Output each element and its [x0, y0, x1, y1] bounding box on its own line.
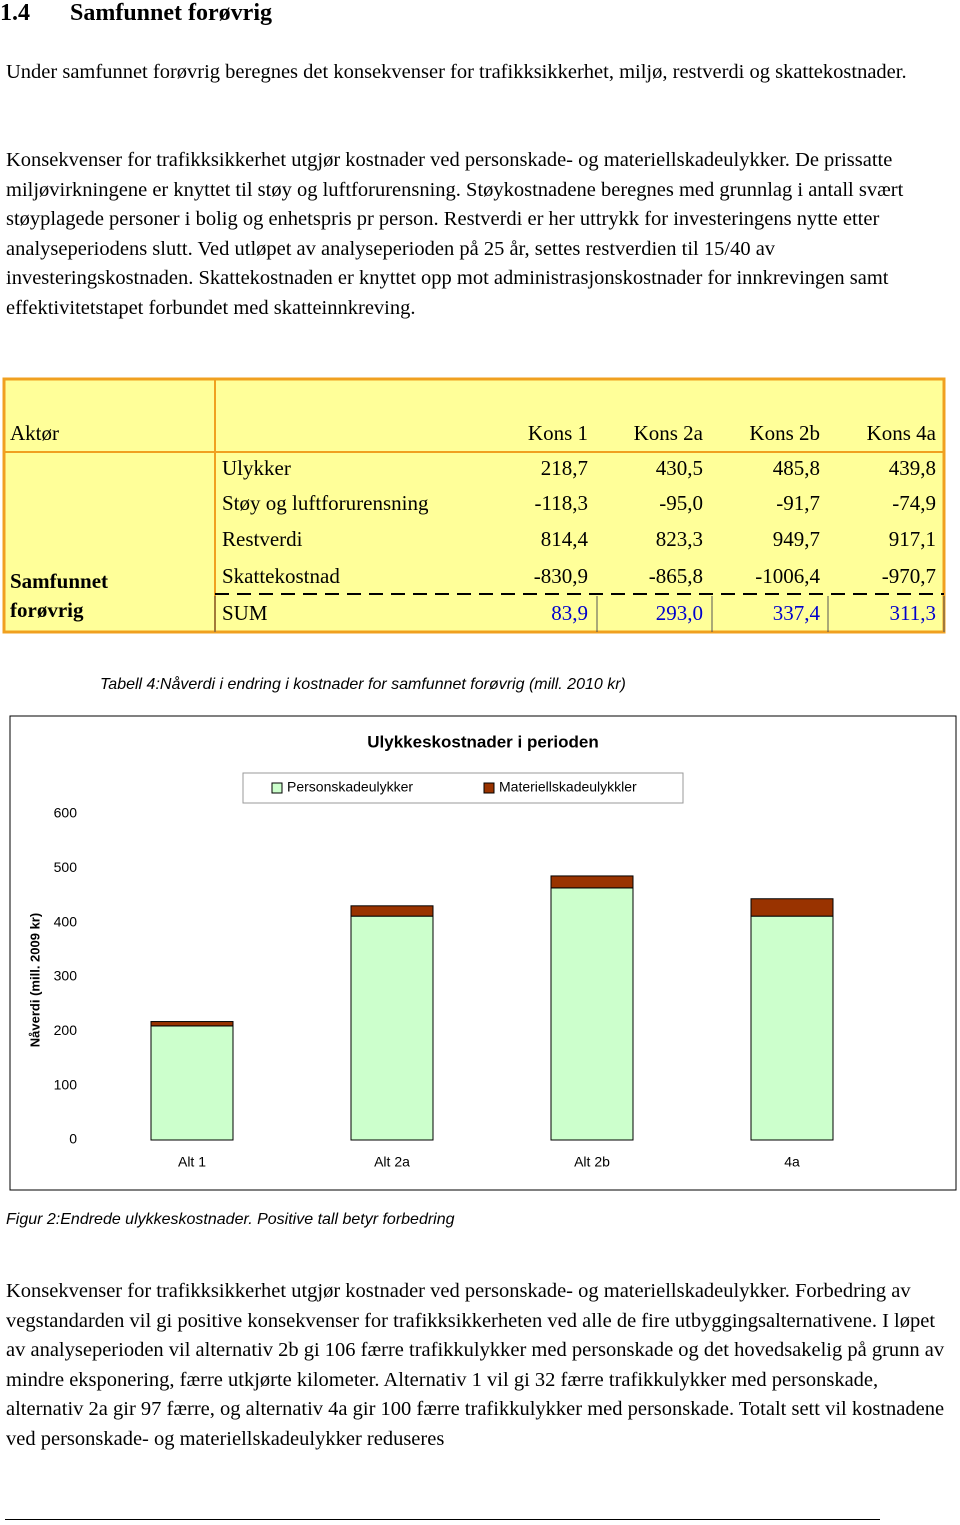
table-cell: 293,0: [656, 601, 703, 625]
table-cell: -830,9: [534, 564, 588, 588]
table-cell: Støy og luftforurensning: [222, 491, 429, 515]
paragraph: Konsekvenser for trafikksikkerhet utgjør…: [6, 149, 904, 319]
y-tick-label: 300: [54, 968, 78, 984]
table-cell: -91,7: [776, 491, 820, 515]
table-cell: 218,7: [541, 456, 588, 480]
y-tick-label: 0: [69, 1131, 77, 1147]
y-tick-label: 500: [54, 859, 78, 875]
heading-number: 1.4: [0, 0, 30, 26]
legend-swatch: [483, 782, 495, 794]
bar-segment: [150, 1021, 234, 1027]
row-group-label: Samfunnet: [10, 569, 108, 593]
bar-segment: [350, 905, 434, 917]
table-header: Kons 2a: [634, 421, 704, 445]
table-cell: -118,3: [535, 491, 588, 515]
table-cell: 485,8: [773, 456, 820, 480]
legend-label: Materiellskadeulykkler: [499, 779, 637, 795]
table-cell: 823,3: [656, 527, 703, 551]
table-cell: -970,7: [882, 564, 936, 588]
table-cell: 917,1: [889, 527, 936, 551]
bar-segment: [150, 1025, 234, 1141]
table-cell: Skattekostnad: [222, 564, 340, 588]
paragraph: Under samfunnet forøvrig beregnes det ko…: [6, 61, 907, 83]
table-frame: [2, 377, 946, 634]
table-caption: Tabell 4:Nåverdi i endring i kostnader f…: [100, 676, 626, 693]
table-cell: -74,9: [892, 491, 936, 515]
x-tick-label: 4a: [784, 1154, 800, 1170]
heading-title: Samfunnet forøvrig: [70, 0, 272, 26]
table-header: Aktør: [10, 421, 59, 445]
x-tick-label: Alt 2b: [574, 1154, 610, 1170]
table-cell: SUM: [222, 601, 268, 625]
table-cell: 439,8: [889, 456, 936, 480]
heading: 1.4 Samfunnet forøvrig: [0, 0, 272, 27]
table-cell: -1006,4: [755, 564, 820, 588]
table-cell: Restverdi: [222, 527, 303, 551]
table-header: Kons 1: [528, 421, 588, 445]
table-cell: -865,8: [649, 564, 703, 588]
bar-segment: [750, 898, 834, 917]
table-cell: 430,5: [656, 456, 703, 480]
bar-segment: [550, 875, 634, 889]
chart-title: Ulykkeskostnader i perioden: [367, 732, 598, 751]
bar-segment: [750, 915, 834, 1141]
y-tick-label: 400: [54, 913, 78, 929]
legend-box: [242, 772, 684, 804]
table-cell: Ulykker: [222, 456, 291, 480]
y-tick-label: 100: [54, 1076, 78, 1092]
x-tick-label: Alt 2a: [374, 1154, 410, 1170]
paragraph: Konsekvenser for trafikksikkerhet utgjør…: [6, 1280, 945, 1450]
bar-segment: [350, 915, 434, 1141]
footnote-rule: [5, 1519, 880, 1520]
table-cell: 814,4: [541, 527, 589, 551]
table-cell: 311,3: [890, 601, 936, 625]
table-header: Kons 2b: [749, 421, 820, 445]
y-tick-label: 200: [54, 1022, 78, 1038]
table-cell: -95,0: [659, 491, 703, 515]
legend-label: Personskadeulykker: [287, 779, 413, 795]
row-group-label: forøvrig: [10, 598, 84, 622]
y-tick-label: 600: [54, 805, 78, 821]
bar-segment: [550, 887, 634, 1141]
figure-caption: Figur 2:Endrede ulykkeskostnader. Positi…: [6, 1211, 455, 1228]
table-header: Kons 4a: [867, 421, 937, 445]
table-cell: 337,4: [773, 601, 821, 625]
table-cell: 949,7: [773, 527, 820, 551]
legend-swatch: [271, 782, 283, 794]
x-tick-label: Alt 1: [178, 1154, 206, 1170]
y-axis-label: Nåverdi (mill. 2009 kr): [27, 913, 42, 1047]
table-cell: 83,9: [551, 601, 588, 625]
